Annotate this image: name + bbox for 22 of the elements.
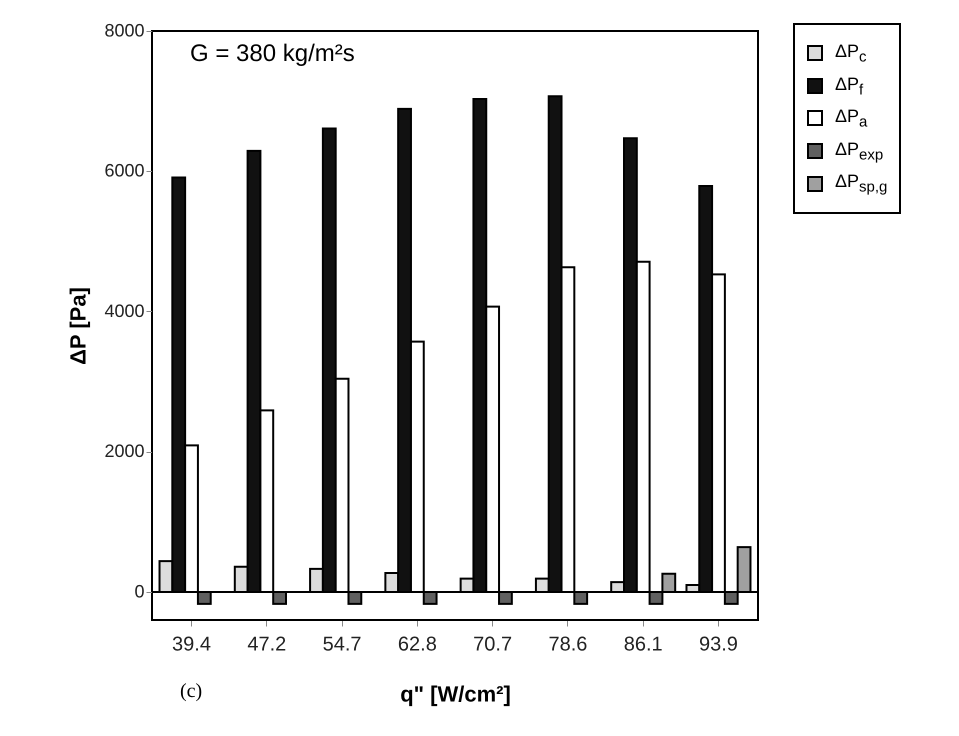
annotation: G = 380 kg/m²s: [190, 40, 355, 68]
legend-label: ΔP$_{f}$: [835, 74, 864, 98]
legend-label: ΔP$_{c}$: [835, 41, 867, 66]
legend-label: ΔP$_{a}$: [835, 106, 868, 131]
y-tick-label: 4000: [104, 300, 144, 321]
x-tick-label: 62.8: [398, 634, 437, 656]
text: (c): [180, 680, 202, 703]
y-tick-label: 2000: [104, 441, 144, 462]
x-tick-label: 78.6: [548, 634, 588, 656]
x-tick-label: 70.7: [473, 634, 512, 656]
x-tick-label: 47.2: [247, 634, 286, 656]
x-tick-label: 54.7: [322, 634, 362, 656]
legend-label: ΔP$_{exp}$: [835, 138, 884, 164]
y-tick-label: 0: [134, 581, 144, 602]
y-tick-label: 8000: [104, 20, 144, 40]
legend-label: ΔP$_{sp,g}$: [835, 171, 888, 196]
x-tick-label: 39.4: [172, 634, 211, 656]
x-axis-title: q" [W/cm²]: [400, 682, 511, 706]
y-tick-label: 6000: [104, 160, 144, 181]
y-axis-title: ΔP [Pa]: [65, 287, 90, 365]
x-tick-label: 93.9: [699, 634, 738, 656]
x-tick-label: 86.1: [624, 634, 663, 656]
